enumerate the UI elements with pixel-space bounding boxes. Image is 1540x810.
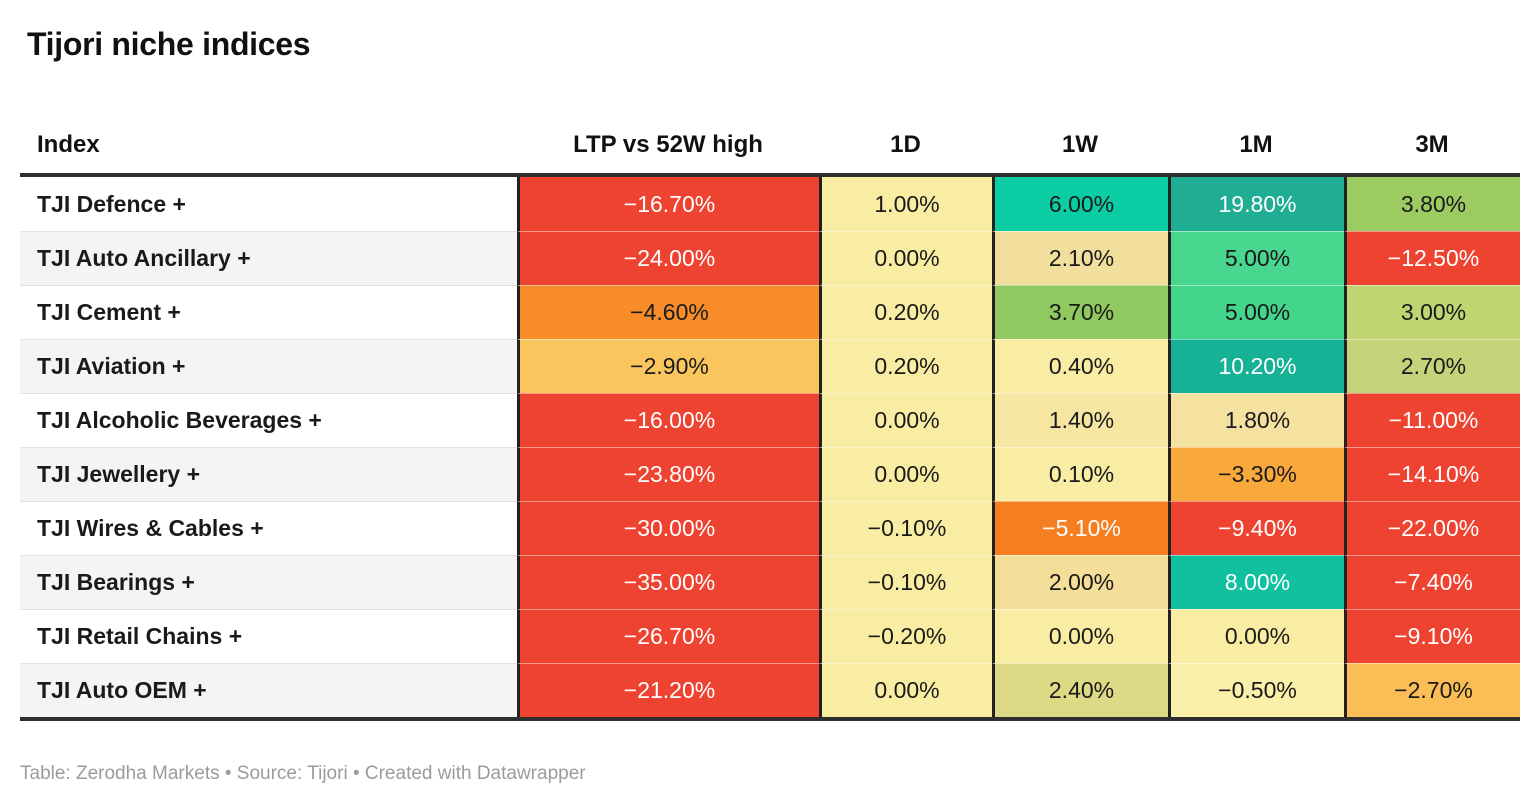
column-header-1w: 1W [1062,131,1098,158]
column-header-1d: 1D [890,131,921,158]
heatmap-cell: −21.20% [517,663,819,717]
index-row-label[interactable]: TJI Cement + [20,285,517,339]
heatmap-cell: 5.00% [1168,285,1344,339]
heatmap-cell: −16.00% [517,393,819,447]
index-row-label[interactable]: TJI Bearings + [20,555,517,609]
heatmap-cell: −3.30% [1168,447,1344,501]
heatmap-cell: 5.00% [1168,231,1344,285]
heatmap-cell: 0.40% [992,339,1168,393]
heatmap-cell: −11.00% [1344,393,1520,447]
heatmap-cell: 1.40% [992,393,1168,447]
index-row-label[interactable]: TJI Auto Ancillary + [20,231,517,285]
heatmap-cell: −0.20% [819,609,992,663]
heatmap-cell: 19.80% [1168,177,1344,231]
heatmap-cell: 2.10% [992,231,1168,285]
heatmap-cell: −35.00% [517,555,819,609]
index-row-label[interactable]: TJI Alcoholic Beverages + [20,393,517,447]
table-row: TJI Defence + −16.70% 1.00% 6.00% 19.80%… [20,177,1520,231]
heatmap-cell: 3.80% [1344,177,1520,231]
index-row-label[interactable]: TJI Jewellery + [20,447,517,501]
heatmap-cell: −24.00% [517,231,819,285]
heatmap-cell: −9.10% [1344,609,1520,663]
heatmap-cell: 3.70% [992,285,1168,339]
heatmap-cell: −16.70% [517,177,819,231]
index-row-label[interactable]: TJI Retail Chains + [20,609,517,663]
heatmap-cell: 10.20% [1168,339,1344,393]
column-header-3m: 3M [1415,131,1449,158]
column-header-ltp-52w: LTP vs 52W high [573,131,763,158]
heatmap-cell: −4.60% [517,285,819,339]
heatmap-cell: −0.10% [819,501,992,555]
heatmap-cell: 6.00% [992,177,1168,231]
heatmap-cell: 8.00% [1168,555,1344,609]
table-row: TJI Wires & Cables + −30.00% −0.10% −5.1… [20,501,1520,555]
heatmap-cell: 2.40% [992,663,1168,717]
table-row: TJI Auto Ancillary + −24.00% 0.00% 2.10%… [20,231,1520,285]
heatmap-cell: 1.80% [1168,393,1344,447]
table-row: TJI Auto OEM + −21.20% 0.00% 2.40% −0.50… [20,663,1520,717]
heatmap-cell: −23.80% [517,447,819,501]
indices-table: Index LTP vs 52W high 1D 1W 1M 3M TJI De… [20,117,1520,721]
heatmap-cell: −9.40% [1168,501,1344,555]
heatmap-cell: 0.00% [992,609,1168,663]
heatmap-cell: 0.10% [992,447,1168,501]
heatmap-cell: −2.70% [1344,663,1520,717]
heatmap-cell: 0.00% [819,393,992,447]
table-header-row: Index LTP vs 52W high 1D 1W 1M 3M [20,117,1520,177]
heatmap-cell: 0.00% [819,231,992,285]
attribution-footer: Table: Zerodha Markets • Source: Tijori … [20,763,586,784]
column-header-index: Index [37,131,100,158]
heatmap-cell: −0.10% [819,555,992,609]
index-row-label[interactable]: TJI Aviation + [20,339,517,393]
table-row: TJI Cement + −4.60% 0.20% 3.70% 5.00% 3.… [20,285,1520,339]
table-row: TJI Aviation + −2.90% 0.20% 0.40% 10.20%… [20,339,1520,393]
index-row-label[interactable]: TJI Auto OEM + [20,663,517,717]
column-header-1m: 1M [1239,131,1273,158]
heatmap-cell: −14.10% [1344,447,1520,501]
page-title: Tijori niche indices [27,26,311,62]
heatmap-cell: −7.40% [1344,555,1520,609]
heatmap-cell: 2.70% [1344,339,1520,393]
index-row-label[interactable]: TJI Wires & Cables + [20,501,517,555]
table-row: TJI Alcoholic Beverages + −16.00% 0.00% … [20,393,1520,447]
heatmap-cell: 0.20% [819,285,992,339]
page: Tijori niche indices Index LTP vs 52W hi… [0,26,1540,785]
heatmap-cell: −2.90% [517,339,819,393]
table-body: TJI Defence + −16.70% 1.00% 6.00% 19.80%… [20,177,1520,721]
heatmap-cell: −26.70% [517,609,819,663]
heatmap-cell: −12.50% [1344,231,1520,285]
table-row: TJI Retail Chains + −26.70% −0.20% 0.00%… [20,609,1520,663]
heatmap-cell: −5.10% [992,501,1168,555]
index-row-label[interactable]: TJI Defence + [20,177,517,231]
table-row: TJI Bearings + −35.00% −0.10% 2.00% 8.00… [20,555,1520,609]
heatmap-cell: 0.00% [819,447,992,501]
heatmap-cell: −0.50% [1168,663,1344,717]
heatmap-cell: 0.20% [819,339,992,393]
table-row: TJI Jewellery + −23.80% 0.00% 0.10% −3.3… [20,447,1520,501]
heatmap-cell: 0.00% [819,663,992,717]
heatmap-cell: −22.00% [1344,501,1520,555]
heatmap-cell: 3.00% [1344,285,1520,339]
heatmap-cell: 0.00% [1168,609,1344,663]
heatmap-cell: 2.00% [992,555,1168,609]
heatmap-cell: 1.00% [819,177,992,231]
heatmap-cell: −30.00% [517,501,819,555]
